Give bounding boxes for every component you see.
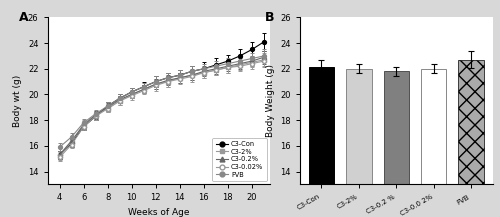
X-axis label: Weeks of Age: Weeks of Age bbox=[128, 208, 190, 217]
Bar bbox=[384, 71, 409, 217]
Bar bbox=[458, 60, 484, 217]
Y-axis label: Body wt (g): Body wt (g) bbox=[14, 75, 22, 127]
Bar bbox=[309, 67, 334, 217]
Bar bbox=[421, 69, 446, 217]
Bar bbox=[346, 69, 372, 217]
Text: B: B bbox=[266, 11, 275, 24]
Legend: C3-Con, C3-2%, C3-0.2%, C3-0.02%, FVB: C3-Con, C3-2%, C3-0.2%, C3-0.02%, FVB bbox=[212, 138, 266, 181]
Text: A: A bbox=[18, 11, 28, 24]
Y-axis label: Body Weight (g): Body Weight (g) bbox=[266, 64, 275, 137]
